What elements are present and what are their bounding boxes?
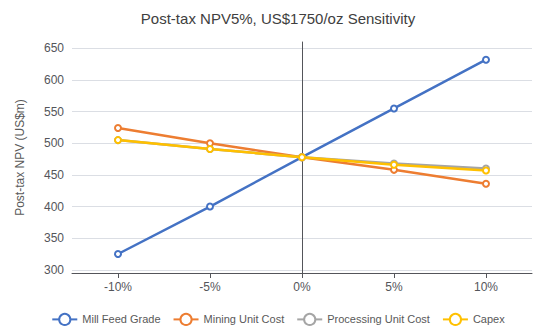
- svg-text:0%: 0%: [293, 280, 311, 294]
- svg-text:450: 450: [44, 168, 64, 182]
- svg-text:Capex: Capex: [473, 313, 505, 325]
- svg-text:350: 350: [44, 231, 64, 245]
- svg-text:500: 500: [44, 136, 64, 150]
- svg-text:-10%: -10%: [104, 280, 132, 294]
- svg-text:10%: 10%: [474, 280, 498, 294]
- svg-text:300: 300: [44, 263, 64, 277]
- svg-text:Mining Unit Cost: Mining Unit Cost: [204, 313, 285, 325]
- svg-text:-5%: -5%: [199, 280, 221, 294]
- svg-text:Post-tax NPV5%, US$1750/oz Sen: Post-tax NPV5%, US$1750/oz Sensitivity: [141, 10, 416, 27]
- svg-text:550: 550: [44, 105, 64, 119]
- svg-text:Mill Feed Grade: Mill Feed Grade: [82, 313, 160, 325]
- svg-text:5%: 5%: [385, 280, 403, 294]
- svg-text:600: 600: [44, 73, 64, 87]
- svg-text:400: 400: [44, 200, 64, 214]
- svg-text:650: 650: [44, 41, 64, 55]
- svg-text:Post-tax NPV (US$m): Post-tax NPV (US$m): [13, 99, 27, 216]
- svg-text:Processing Unit Cost: Processing Unit Cost: [327, 313, 430, 325]
